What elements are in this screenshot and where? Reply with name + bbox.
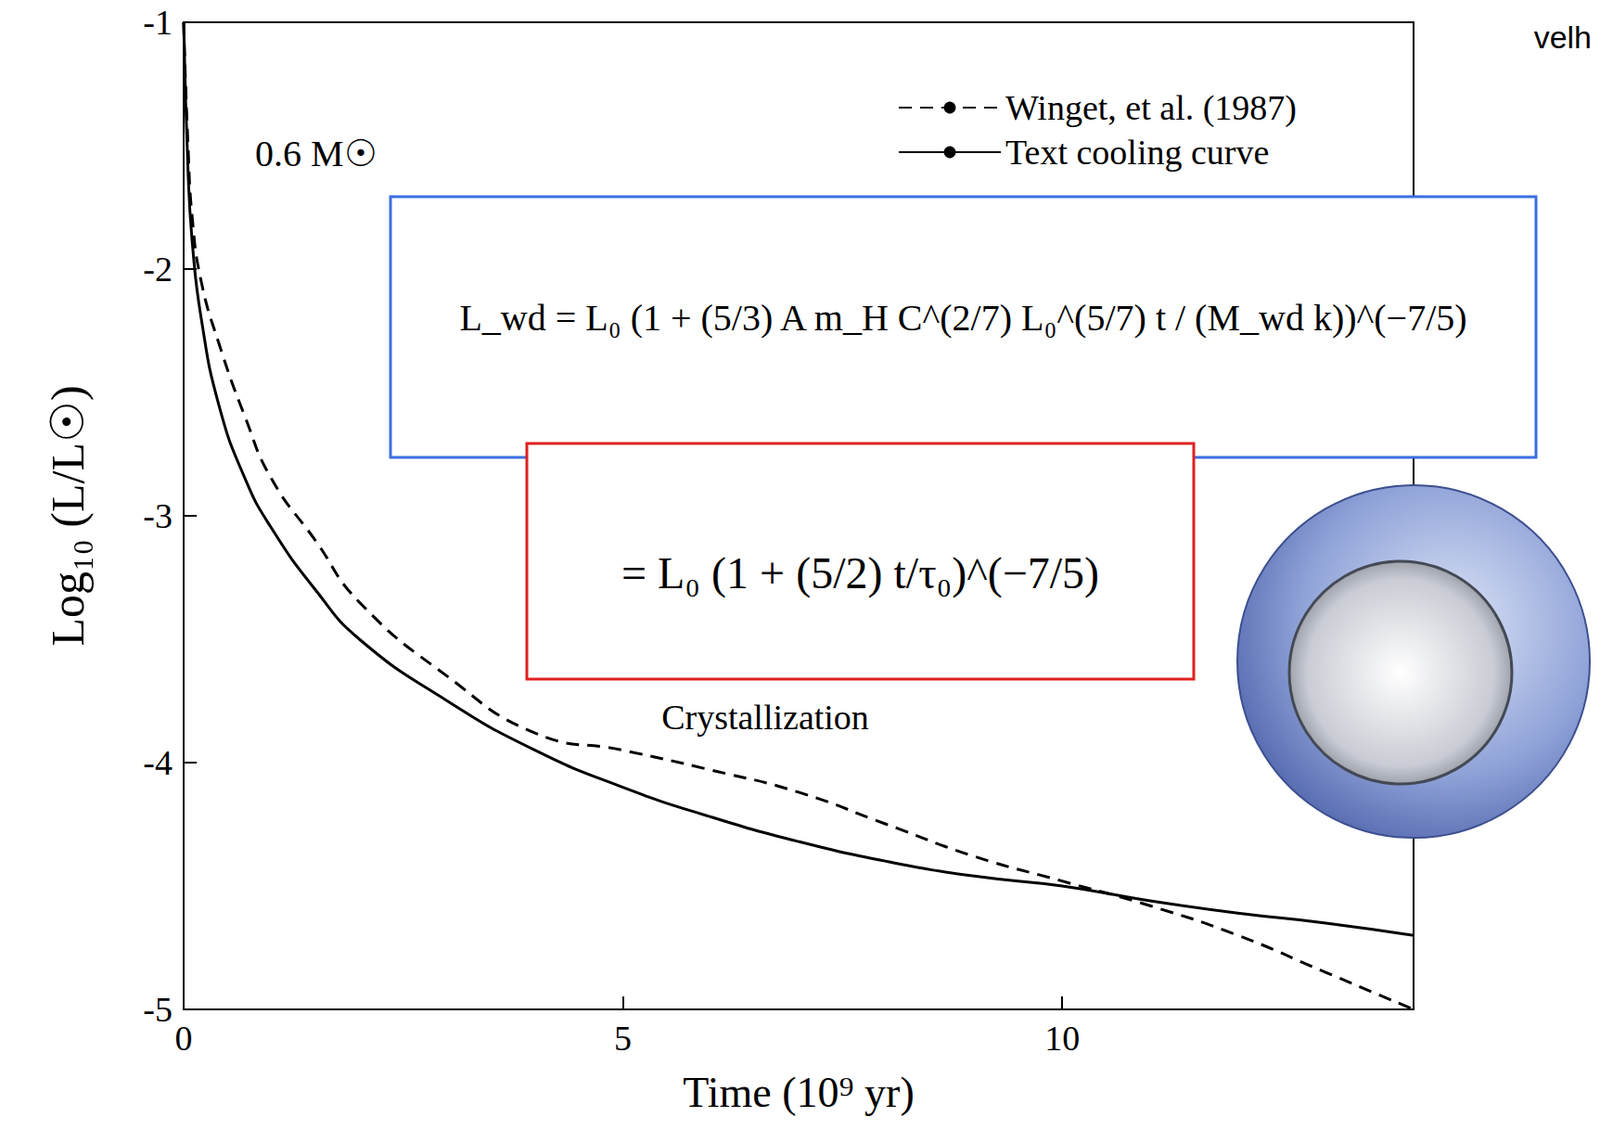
svg-text:10: 10	[1044, 1018, 1080, 1058]
svg-text:0.6 M☉: 0.6 M☉	[255, 132, 378, 175]
svg-text:-2: -2	[142, 249, 173, 289]
svg-text:L_wd = L₀ (1 + (5/3) A m_H C^(: L_wd = L₀ (1 + (5/3) A m_H C^(2/7) L₀^(5…	[459, 296, 1467, 339]
svg-text:5: 5	[614, 1018, 632, 1058]
svg-text:Time (10⁹ yr): Time (10⁹ yr)	[682, 1068, 914, 1116]
svg-text:-5: -5	[142, 989, 173, 1029]
svg-text:= L₀ (1 + (5/2) t/τ₀)^(−7/5): = L₀ (1 + (5/2) t/τ₀)^(−7/5)	[621, 548, 1100, 599]
svg-text:Crystallization: Crystallization	[661, 697, 870, 737]
svg-text:Winget, et al. (1987): Winget, et al. (1987)	[1005, 88, 1297, 128]
svg-text:Text cooling curve: Text cooling curve	[1005, 132, 1269, 172]
svg-text:0: 0	[175, 1018, 193, 1058]
svg-text:-1: -1	[142, 2, 173, 42]
svg-text:-3: -3	[142, 496, 173, 536]
svg-text:Log₁₀ (L/L☉): Log₁₀ (L/L☉)	[41, 384, 94, 646]
svg-text:-4: -4	[142, 742, 173, 782]
svg-text:velh: velh	[1534, 19, 1592, 55]
